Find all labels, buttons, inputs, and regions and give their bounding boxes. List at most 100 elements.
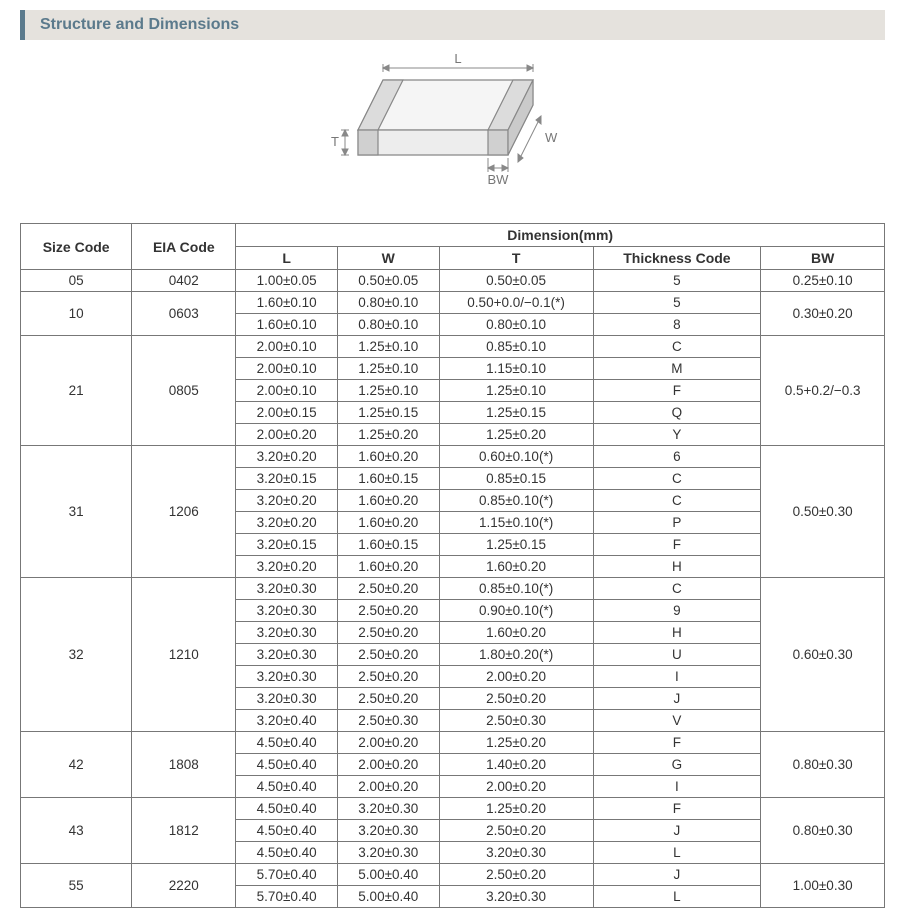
table-row: 4218084.50±0.402.00±0.201.25±0.20F0.80±0…: [21, 732, 885, 754]
cell-T: 0.90±0.10(*): [439, 600, 593, 622]
cell-T: 2.50±0.20: [439, 864, 593, 886]
cell-tc: 8: [593, 314, 761, 336]
cell-T: 0.50+0.0/−0.1(*): [439, 292, 593, 314]
cell-bw: 0.25±0.10: [761, 270, 885, 292]
cell-L: 2.00±0.10: [236, 336, 338, 358]
cell-T: 0.85±0.10: [439, 336, 593, 358]
cell-W: 0.80±0.10: [337, 292, 439, 314]
cell-L: 4.50±0.40: [236, 842, 338, 864]
cell-W: 1.25±0.10: [337, 380, 439, 402]
cell-T: 2.00±0.20: [439, 666, 593, 688]
cell-tc: J: [593, 688, 761, 710]
cell-W: 1.25±0.10: [337, 336, 439, 358]
cell-W: 1.25±0.10: [337, 358, 439, 380]
cell-tc: F: [593, 534, 761, 556]
cell-W: 1.60±0.15: [337, 534, 439, 556]
cell-L: 4.50±0.40: [236, 820, 338, 842]
diagram-container: L T W BW: [20, 50, 885, 203]
cell-tc: M: [593, 358, 761, 380]
cell-W: 0.50±0.05: [337, 270, 439, 292]
cell-W: 2.50±0.20: [337, 666, 439, 688]
cell-L: 3.20±0.20: [236, 556, 338, 578]
cell-T: 0.50±0.05: [439, 270, 593, 292]
cell-T: 1.25±0.20: [439, 732, 593, 754]
cell-L: 3.20±0.20: [236, 446, 338, 468]
label-T: T: [331, 134, 339, 149]
cell-T: 3.20±0.30: [439, 886, 593, 908]
cell-T: 0.85±0.15: [439, 468, 593, 490]
cell-L: 3.20±0.30: [236, 666, 338, 688]
cell-L: 1.60±0.10: [236, 314, 338, 336]
cell-W: 1.60±0.20: [337, 512, 439, 534]
cell-T: 2.50±0.20: [439, 820, 593, 842]
section-header: Structure and Dimensions: [20, 10, 885, 40]
dimensions-table: Size Code EIA Code Dimension(mm) L W T T…: [20, 223, 885, 908]
cell-W: 1.60±0.20: [337, 446, 439, 468]
table-row: 2108052.00±0.101.25±0.100.85±0.10C0.5+0.…: [21, 336, 885, 358]
table-row: 3112063.20±0.201.60±0.200.60±0.10(*)60.5…: [21, 446, 885, 468]
cell-size-code: 55: [21, 864, 132, 908]
table-row: 1006031.60±0.100.80±0.100.50+0.0/−0.1(*)…: [21, 292, 885, 314]
cell-tc: P: [593, 512, 761, 534]
cell-tc: 5: [593, 292, 761, 314]
cell-T: 1.25±0.20: [439, 424, 593, 446]
cell-tc: Y: [593, 424, 761, 446]
cell-tc: C: [593, 578, 761, 600]
cell-L: 3.20±0.30: [236, 578, 338, 600]
cell-tc: Q: [593, 402, 761, 424]
cell-tc: H: [593, 556, 761, 578]
cell-bw: 0.60±0.30: [761, 578, 885, 732]
cell-W: 2.50±0.20: [337, 622, 439, 644]
cell-L: 2.00±0.20: [236, 424, 338, 446]
cell-size-code: 10: [21, 292, 132, 336]
cell-L: 4.50±0.40: [236, 732, 338, 754]
cell-bw: 1.00±0.30: [761, 864, 885, 908]
cell-T: 1.40±0.20: [439, 754, 593, 776]
section-title: Structure and Dimensions: [40, 16, 239, 33]
cell-tc: U: [593, 644, 761, 666]
cell-W: 0.80±0.10: [337, 314, 439, 336]
cell-W: 3.20±0.30: [337, 820, 439, 842]
cell-tc: L: [593, 842, 761, 864]
cell-tc: J: [593, 864, 761, 886]
cell-W: 2.00±0.20: [337, 732, 439, 754]
cell-T: 1.25±0.10: [439, 380, 593, 402]
component-diagram: L T W BW: [323, 50, 583, 200]
cell-bw: 0.80±0.30: [761, 798, 885, 864]
cell-bw: 0.5+0.2/−0.3: [761, 336, 885, 446]
cell-T: 0.60±0.10(*): [439, 446, 593, 468]
table-row: 5522205.70±0.405.00±0.402.50±0.20J1.00±0…: [21, 864, 885, 886]
cell-W: 2.00±0.20: [337, 754, 439, 776]
cell-tc: 6: [593, 446, 761, 468]
cell-T: 1.25±0.15: [439, 534, 593, 556]
cell-bw: 0.80±0.30: [761, 732, 885, 798]
cell-T: 1.60±0.20: [439, 622, 593, 644]
cell-size-code: 32: [21, 578, 132, 732]
cell-W: 1.60±0.20: [337, 556, 439, 578]
cell-W: 2.50±0.20: [337, 600, 439, 622]
cell-T: 3.20±0.30: [439, 842, 593, 864]
cell-L: 4.50±0.40: [236, 798, 338, 820]
cell-L: 1.60±0.10: [236, 292, 338, 314]
cell-W: 1.25±0.20: [337, 424, 439, 446]
cell-eia-code: 0805: [132, 336, 236, 446]
cell-bw: 0.50±0.30: [761, 446, 885, 578]
cell-T: 2.00±0.20: [439, 776, 593, 798]
cell-W: 1.60±0.20: [337, 490, 439, 512]
cell-tc: C: [593, 468, 761, 490]
cell-tc: J: [593, 820, 761, 842]
cell-T: 1.25±0.20: [439, 798, 593, 820]
cell-L: 3.20±0.30: [236, 600, 338, 622]
cell-T: 0.85±0.10(*): [439, 578, 593, 600]
cell-W: 2.50±0.20: [337, 644, 439, 666]
th-eia-code: EIA Code: [132, 224, 236, 270]
label-W: W: [545, 130, 558, 145]
cell-L: 4.50±0.40: [236, 776, 338, 798]
cell-tc: H: [593, 622, 761, 644]
cell-T: 2.50±0.20: [439, 688, 593, 710]
cell-L: 3.20±0.20: [236, 512, 338, 534]
cell-size-code: 42: [21, 732, 132, 798]
cell-tc: F: [593, 380, 761, 402]
cell-tc: G: [593, 754, 761, 776]
cell-L: 2.00±0.15: [236, 402, 338, 424]
